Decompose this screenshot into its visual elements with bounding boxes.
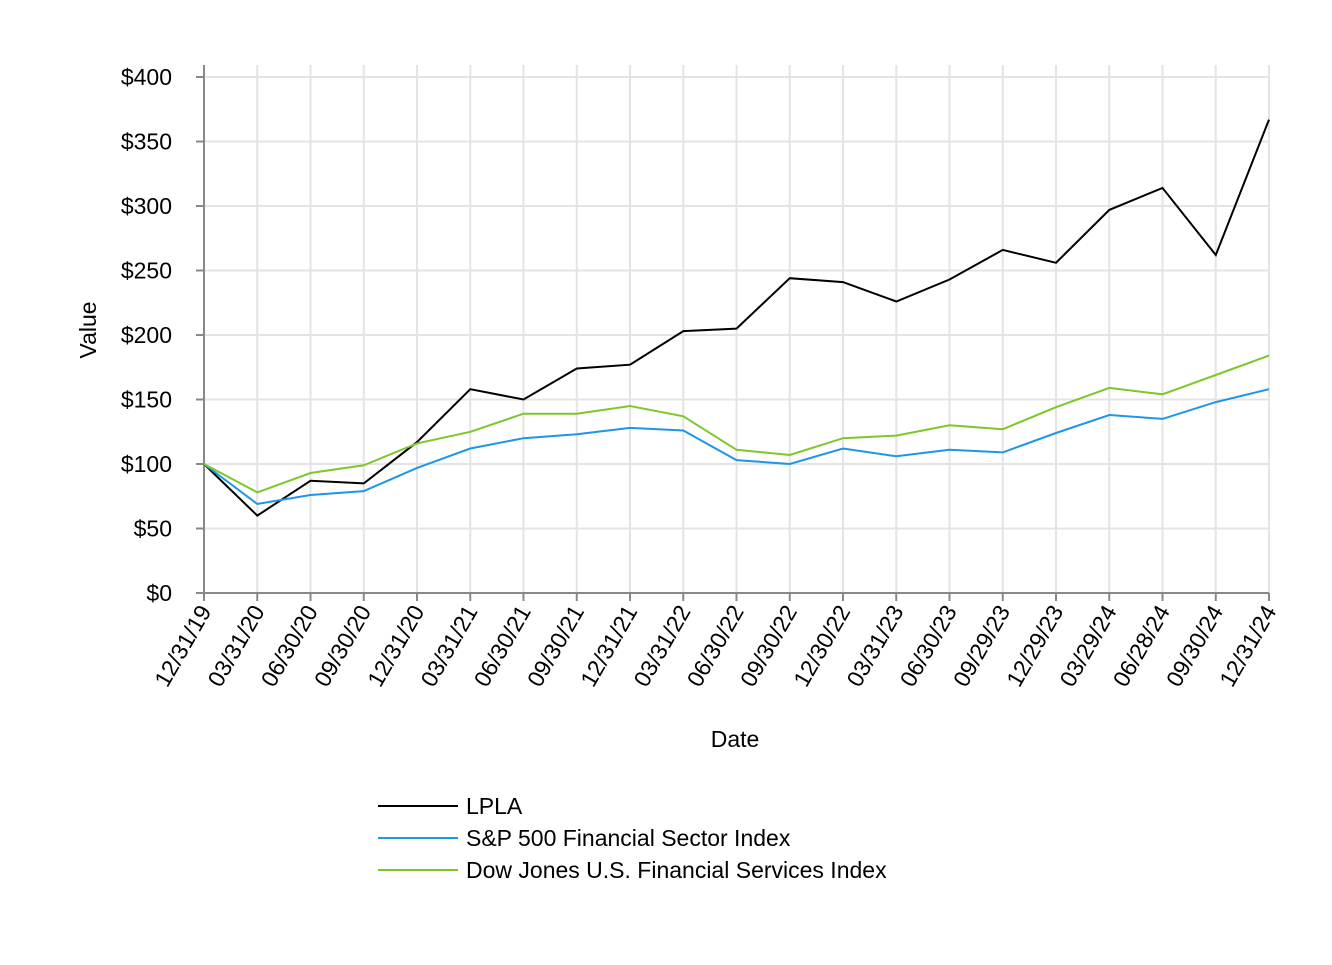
- grid: [203, 65, 1270, 594]
- legend: LPLA S&P 500 Financial Sector Index Dow Jo…: [378, 793, 887, 883]
- y-tick-label: $150: [121, 387, 172, 413]
- y-tick-label: $100: [121, 451, 172, 477]
- y-tick-label: $300: [121, 193, 172, 219]
- axes: [196, 65, 1270, 601]
- y-tick-label: $250: [121, 258, 172, 284]
- y-tick-labels: $0 $50 $100 $150 $200 $250 $300 $350 $400: [121, 64, 172, 606]
- y-tick-label: $350: [121, 129, 172, 155]
- series-line-0: [203, 119, 1270, 517]
- x-tick-labels: 12/31/1903/31/2006/30/2009/30/2012/31/20…: [149, 600, 1281, 691]
- x-axis-label: Date: [711, 726, 760, 752]
- legend-label: Dow Jones U.S. Financial Services Index: [466, 857, 887, 883]
- y-tick-label: $50: [134, 516, 172, 542]
- y-tick-label: $200: [121, 322, 172, 348]
- series-line-2: [203, 354, 1270, 494]
- y-tick-label: $400: [121, 64, 172, 90]
- series-lines: [203, 119, 1270, 517]
- legend-label: LPLA: [466, 793, 523, 819]
- legend-label: S&P 500 Financial Sector Index: [466, 825, 791, 851]
- y-tick-label: $0: [146, 580, 172, 606]
- y-axis-label: Value: [75, 301, 101, 358]
- series-line-1: [203, 388, 1270, 506]
